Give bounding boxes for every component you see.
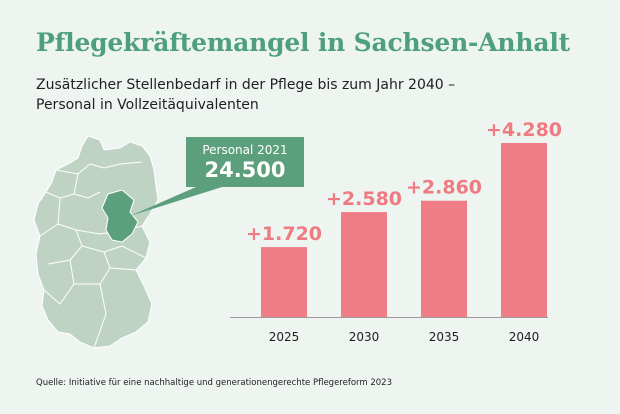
bar-2035 (421, 200, 467, 317)
source-note: Quelle: Initiative für eine nachhaltige … (36, 378, 392, 388)
callout-label: Personal 2021 (202, 143, 288, 157)
germany-outline (33, 135, 159, 349)
callout-box: Personal 2021 24.500 (186, 137, 304, 187)
value-label-2025: +1.720 (246, 223, 322, 245)
page-title: Pflegekräftemangel in Sachsen-Anhalt (36, 28, 571, 57)
bar-2040 (501, 143, 547, 317)
x-tick-label-2025: 2025 (269, 330, 300, 344)
subtitle-line-1: Zusätzlicher Stellenbedarf in der Pflege… (36, 77, 456, 93)
subtitle-line-2: Personal in Vollzeitäquivalenten (36, 97, 259, 113)
value-label-2030: +2.580 (326, 188, 402, 210)
subtitle: Zusätzlicher Stellenbedarf in der Pflege… (36, 75, 506, 115)
value-label-2040: +4.280 (486, 119, 562, 141)
callout-value: 24.500 (204, 158, 286, 182)
bar-2030 (341, 212, 387, 317)
bar-2025 (261, 247, 307, 317)
x-tick-label-2035: 2035 (429, 330, 460, 344)
germany-map (33, 135, 159, 349)
value-label-2035: +2.860 (406, 177, 482, 199)
x-tick-label-2030: 2030 (349, 330, 380, 344)
callout-pointer-shape (130, 187, 222, 216)
sachsen-anhalt-region (101, 189, 139, 243)
x-tick-label-2040: 2040 (509, 330, 540, 344)
